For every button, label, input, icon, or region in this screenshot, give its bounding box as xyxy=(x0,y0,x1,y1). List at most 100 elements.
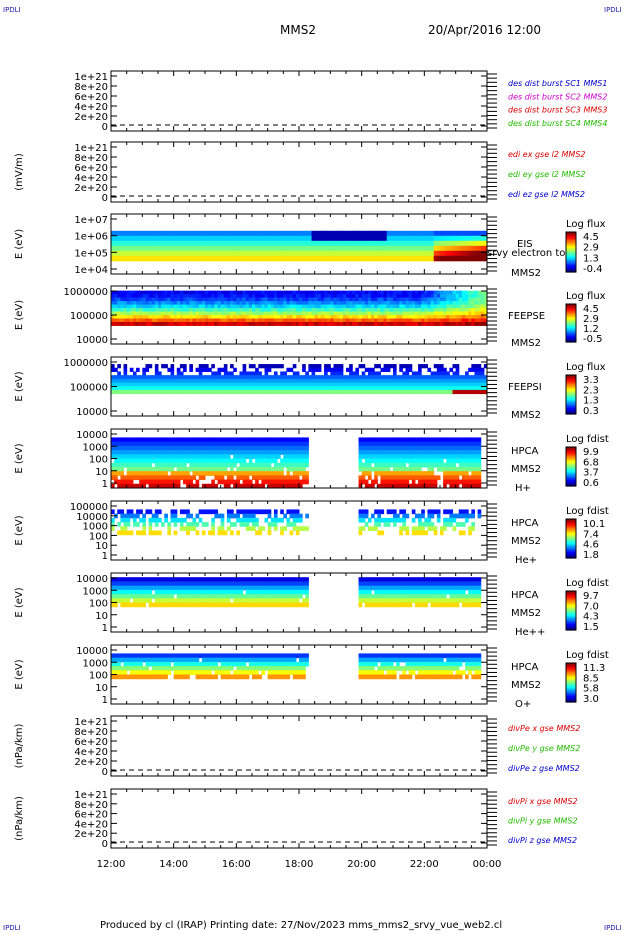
heatmap-cell xyxy=(132,445,137,451)
heatmap-cell xyxy=(449,294,454,299)
heatmap-cell xyxy=(483,245,488,252)
heatmap-cell xyxy=(233,386,237,391)
heatmap-cell xyxy=(136,311,140,316)
heatmap-cell xyxy=(377,304,381,309)
heatmap-cell xyxy=(324,294,328,299)
heatmap-cell xyxy=(245,315,250,319)
colorbar-swatch xyxy=(566,478,576,481)
heatmap-cell xyxy=(176,386,181,391)
heatmap-cell xyxy=(248,297,253,302)
heatmap-cell xyxy=(474,235,479,242)
heatmap-cell xyxy=(123,255,128,262)
heatmap-cell xyxy=(414,466,419,472)
heatmap-cell xyxy=(233,230,237,237)
heatmap-cell xyxy=(436,315,441,319)
heatmap-cell xyxy=(236,250,240,257)
heatmap-cell xyxy=(455,437,460,443)
heatmap-cell xyxy=(142,513,146,519)
heatmap-cell xyxy=(139,240,143,247)
heatmap-cell xyxy=(283,235,287,242)
heatmap-cell xyxy=(267,530,272,536)
heatmap-cell xyxy=(189,297,193,302)
heatmap-cell xyxy=(374,475,378,481)
heatmap-cell xyxy=(430,454,435,459)
heatmap-cell xyxy=(223,454,228,459)
heatmap-cell xyxy=(270,382,275,387)
heatmap-cell xyxy=(396,462,400,468)
heatmap-cell xyxy=(179,522,184,527)
heatmap-cell xyxy=(339,378,344,384)
heatmap-cell xyxy=(299,462,303,468)
heatmap-cell xyxy=(349,321,353,326)
heatmap-cell xyxy=(139,458,143,464)
heatmap-cell xyxy=(123,450,128,455)
heatmap-cell xyxy=(167,297,172,302)
colorbar-tick: 2.3 xyxy=(583,385,599,396)
heatmap-cell xyxy=(126,585,131,591)
heatmap-cell xyxy=(465,475,469,481)
heatmap-cell xyxy=(186,513,190,519)
heatmap-cell xyxy=(173,304,178,309)
heatmap-cell xyxy=(339,230,344,237)
heatmap-cell xyxy=(164,364,168,369)
heatmap-cell xyxy=(358,483,363,489)
colorbar-swatch xyxy=(566,524,576,527)
heatmap-cell xyxy=(449,301,454,306)
heatmap-cell xyxy=(418,517,422,523)
heatmap-cell xyxy=(154,522,159,527)
heatmap-cell xyxy=(164,301,168,306)
heatmap-cell xyxy=(352,294,356,299)
heatmap-cell xyxy=(402,255,407,262)
heatmap-cell xyxy=(386,250,391,257)
heatmap-cell xyxy=(179,308,184,313)
heatmap-cell xyxy=(270,471,275,476)
heatmap-cell xyxy=(374,441,378,447)
heatmap-cell xyxy=(179,364,184,369)
heatmap-cell xyxy=(399,526,403,531)
heatmap-cell xyxy=(132,466,137,472)
heatmap-cell xyxy=(418,245,422,252)
heatmap-cell xyxy=(393,471,397,476)
heatmap-cell xyxy=(201,522,206,527)
heatmap-cell xyxy=(295,290,300,295)
heatmap-cell xyxy=(346,318,350,323)
heatmap-cell xyxy=(286,315,291,319)
heatmap-cell xyxy=(283,526,287,531)
heatmap-cell xyxy=(258,450,262,455)
heatmap-cell xyxy=(371,386,375,391)
colorbar-swatch xyxy=(566,307,576,310)
colorbar-swatch xyxy=(566,240,576,242)
heatmap-cell xyxy=(440,437,444,443)
heatmap-cell xyxy=(139,235,143,242)
heatmap-cell xyxy=(120,235,125,242)
heatmap-cell xyxy=(173,311,178,316)
heatmap-cell xyxy=(129,594,134,599)
heatmap-cell xyxy=(267,378,272,384)
colorbar-title-5: Log flux xyxy=(566,362,606,373)
heatmap-cell xyxy=(261,526,266,531)
heatmap-cell xyxy=(361,308,366,313)
heatmap-cell xyxy=(117,445,121,451)
heatmap-cell xyxy=(123,454,128,459)
heatmap-cell xyxy=(393,304,397,309)
heatmap-cell xyxy=(248,517,253,523)
colorbar-swatch xyxy=(566,450,576,453)
heatmap-cell xyxy=(226,318,231,323)
heatmap-cell xyxy=(277,517,281,523)
heatmap-cell xyxy=(421,290,425,295)
heatmap-cell xyxy=(305,526,309,531)
heatmap-cell xyxy=(273,321,278,326)
heatmap-cell xyxy=(154,454,159,459)
heatmap-cell xyxy=(220,240,225,247)
heatmap-cell xyxy=(327,321,331,326)
heatmap-cell xyxy=(226,441,231,447)
heatmap-cell xyxy=(302,382,306,387)
heatmap-cell xyxy=(380,315,385,319)
heatmap-cell xyxy=(264,230,269,237)
heatmap-cell xyxy=(136,290,140,295)
heatmap-cell xyxy=(465,294,469,299)
colorbar-swatch xyxy=(566,394,576,397)
instrument-label: HPCA xyxy=(511,518,539,529)
heatmap-cell xyxy=(295,509,300,515)
heatmap-cell xyxy=(170,479,175,485)
